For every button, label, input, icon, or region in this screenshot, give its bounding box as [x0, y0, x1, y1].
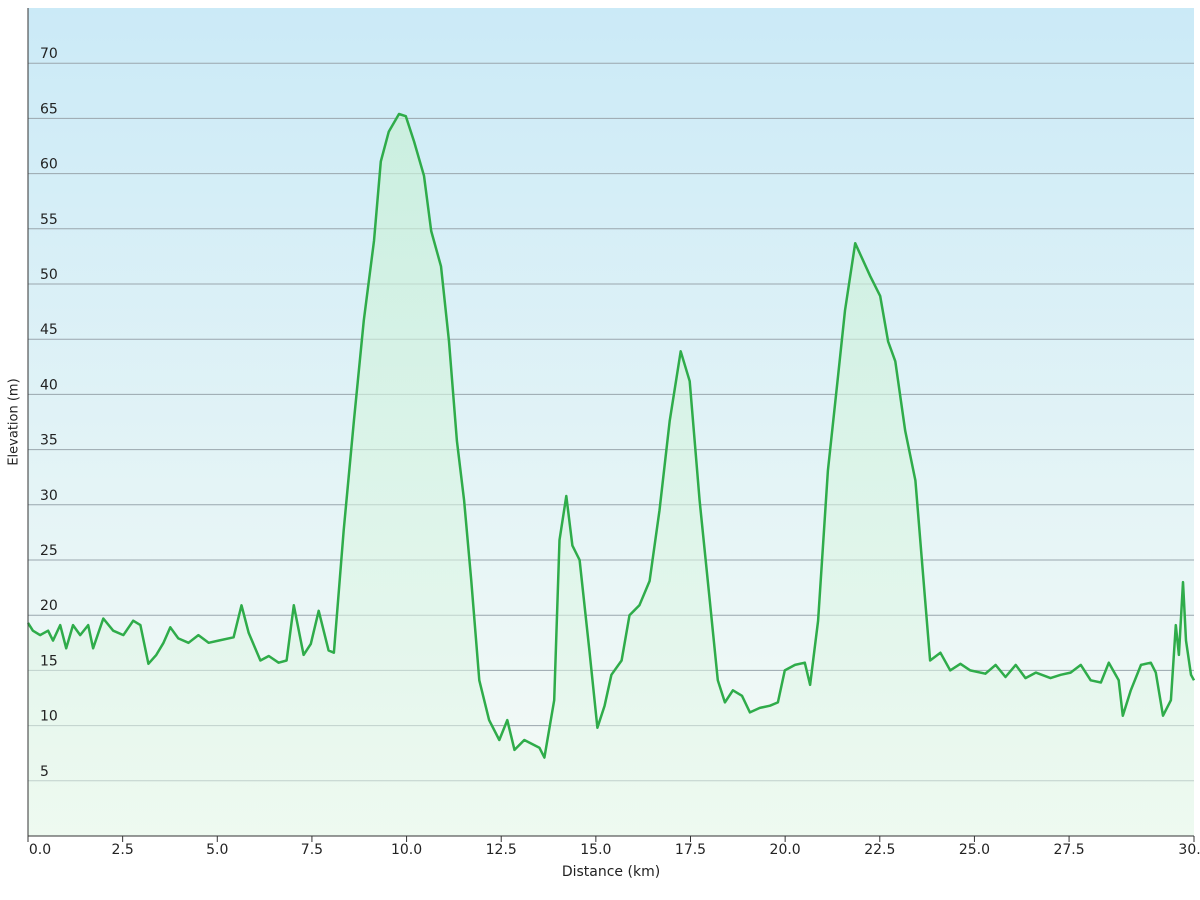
x-tick-label: 12.5	[486, 842, 517, 858]
y-tick-label: 15	[40, 653, 58, 669]
y-tick-label: 45	[40, 322, 58, 338]
x-tick-label: 10.0	[391, 842, 422, 858]
x-tick-label: 27.5	[1053, 842, 1084, 858]
x-axis-title: Distance (km)	[562, 864, 660, 880]
x-tick-label: 5.0	[206, 842, 228, 858]
elevation-line	[26, 112, 1196, 759]
x-tick-label: 17.5	[675, 842, 706, 858]
x-tick-label: 30.8	[1178, 842, 1200, 858]
y-tick-label: 35	[40, 433, 58, 449]
y-tick-label: 10	[40, 709, 58, 725]
y-tick-label: 30	[40, 488, 58, 504]
x-tick-label: 7.5	[301, 842, 323, 858]
x-tick-label: 2.5	[112, 842, 134, 858]
x-tick-label: 0.0	[29, 842, 51, 858]
x-tick-label: 20.0	[770, 842, 801, 858]
y-tick-label: 40	[40, 377, 58, 393]
y-axis-title: Elevation (m)	[7, 378, 22, 465]
y-tick-label: 65	[40, 101, 58, 117]
y-tick-label: 5	[40, 764, 49, 780]
y-tick-label: 60	[40, 157, 58, 173]
y-tick-label: 50	[40, 267, 58, 283]
y-tick-label: 20	[40, 598, 58, 614]
y-tick-label: 70	[40, 46, 58, 62]
x-tick-label: 15.0	[580, 842, 611, 858]
x-tick-label: 22.5	[864, 842, 895, 858]
y-tick-label: 25	[40, 543, 58, 559]
area-fill	[28, 114, 1194, 836]
y-tick-label: 55	[40, 212, 58, 228]
x-tick-label: 25.0	[959, 842, 990, 858]
